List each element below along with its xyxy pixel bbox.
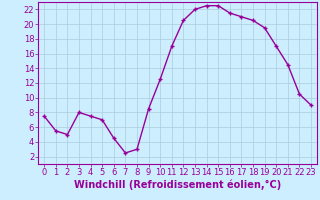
X-axis label: Windchill (Refroidissement éolien,°C): Windchill (Refroidissement éolien,°C) <box>74 180 281 190</box>
